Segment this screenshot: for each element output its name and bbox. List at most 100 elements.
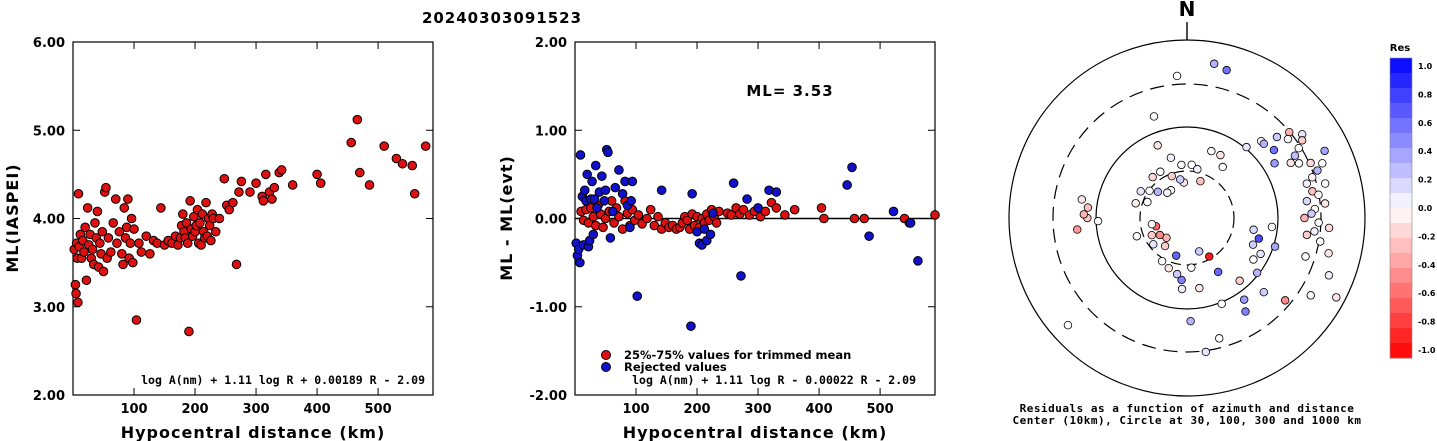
colorbar-tick-label: 0.0 xyxy=(1418,204,1433,213)
data-point xyxy=(178,209,188,219)
station-residual-point xyxy=(1195,283,1204,293)
station-residual-point xyxy=(1194,247,1204,256)
station-residual-point xyxy=(1320,199,1330,208)
station-residual-point xyxy=(1073,225,1082,234)
data-point xyxy=(181,218,192,228)
rejected-point xyxy=(864,231,874,241)
colorbar-segment xyxy=(1390,313,1412,329)
y-tick-label: 4.00 xyxy=(33,213,65,228)
station-residual-point xyxy=(1259,287,1269,297)
x-axis-label: Hypocentral distance (km) xyxy=(623,423,888,441)
colorbar-tick-label: -1.0 xyxy=(1418,346,1436,355)
colorbar-segment xyxy=(1390,88,1412,104)
accepted-point xyxy=(859,213,870,224)
data-point xyxy=(352,114,363,125)
station-residual-point xyxy=(1153,141,1162,150)
rejected-point xyxy=(699,224,710,234)
colorbar-segment xyxy=(1390,103,1412,119)
caption-line-2: Center (10km), Circle at 30, 100, 300 an… xyxy=(1012,414,1361,427)
x-tick-label: 300 xyxy=(744,402,771,417)
data-point xyxy=(87,244,98,255)
rejected-point xyxy=(587,176,597,187)
rejected-point xyxy=(600,185,611,196)
station-residual-point xyxy=(1187,160,1196,170)
rejected-point xyxy=(617,188,628,199)
station-residual-point xyxy=(1294,143,1303,153)
colorbar-segment xyxy=(1390,253,1412,269)
station-residual-point xyxy=(1314,190,1323,200)
station-residual-point xyxy=(1136,187,1145,196)
data-point xyxy=(73,188,84,199)
data-point xyxy=(261,169,271,180)
station-residual-point xyxy=(1249,225,1258,234)
data-point xyxy=(409,188,420,199)
data-point xyxy=(127,257,138,268)
data-point xyxy=(185,196,195,206)
station-residual-point xyxy=(1324,249,1333,258)
colorbar-tick-label: 0.6 xyxy=(1418,119,1433,128)
rejected-point xyxy=(599,196,610,206)
colorbar-segment xyxy=(1390,118,1412,134)
data-point xyxy=(267,194,277,204)
rejected-point xyxy=(888,206,899,217)
data-point xyxy=(110,194,121,204)
data-point xyxy=(101,182,111,193)
station-residual-point xyxy=(1285,127,1294,137)
ring-100km xyxy=(1095,126,1279,310)
accepted-point xyxy=(849,213,860,224)
rejected-point xyxy=(608,206,618,217)
colorbar-tick-label: 0.2 xyxy=(1418,176,1432,185)
station-residual-point xyxy=(1093,216,1103,226)
station-residual-point xyxy=(1077,195,1087,204)
station-residual-point xyxy=(1332,293,1341,302)
data-point xyxy=(214,213,225,224)
rejected-point xyxy=(605,233,616,243)
data-point xyxy=(258,196,269,206)
station-residual-point xyxy=(1167,171,1176,181)
station-residual-point xyxy=(1143,197,1152,207)
colorbar-tick-label: 0.4 xyxy=(1418,147,1433,156)
station-residual-point xyxy=(1193,165,1202,174)
colorbar-segment xyxy=(1390,178,1412,194)
station-residual-point xyxy=(1241,307,1250,316)
y-tick-label: 2.00 xyxy=(535,36,567,51)
station-residual-point xyxy=(1216,150,1225,160)
station-residual-point xyxy=(1324,223,1334,233)
rejected-point xyxy=(610,182,621,193)
rejected-point xyxy=(588,229,599,240)
data-point xyxy=(210,226,221,237)
station-residual-point xyxy=(1286,158,1295,168)
station-residual-point xyxy=(1302,179,1311,188)
rejected-point xyxy=(626,196,636,206)
accepted-point xyxy=(816,203,827,213)
data-point xyxy=(195,218,205,228)
station-residual-point xyxy=(1310,227,1319,236)
legend-label-rejected: Rejected values xyxy=(624,360,727,374)
data-point xyxy=(80,222,91,233)
data-point xyxy=(123,194,133,204)
data-point xyxy=(90,218,100,228)
rejected-point xyxy=(913,256,923,266)
rejected-point xyxy=(742,194,752,204)
station-residual-point xyxy=(1187,263,1196,272)
panel-residual-vs-distance: 100 200 300 400 500 -2.00 -1.00 0.00 1.00 2.00 Hy… xyxy=(497,36,940,441)
data-point xyxy=(182,238,193,249)
data-point xyxy=(97,226,108,237)
station-residual-point xyxy=(1207,146,1216,156)
data-point xyxy=(245,187,255,197)
station-residual-point xyxy=(1283,134,1293,144)
data-point xyxy=(231,259,242,270)
colorbar-segment xyxy=(1390,268,1412,284)
data-point xyxy=(312,169,322,180)
station-residual-point xyxy=(1148,172,1157,182)
legend-marker-accepted xyxy=(601,350,611,360)
ml-value-label: ML= 3.53 xyxy=(746,82,833,100)
station-residual-point xyxy=(1079,210,1089,219)
station-residual-point xyxy=(1320,179,1330,188)
x-tick-label: 400 xyxy=(303,402,330,417)
data-point xyxy=(251,178,261,188)
station-residual-point xyxy=(1218,162,1227,172)
data-point xyxy=(131,315,142,325)
station-residual-point xyxy=(1145,186,1154,195)
formula-text: log A(nm) + 1.11 log R + 0.00189 R - 2.0… xyxy=(141,373,425,387)
